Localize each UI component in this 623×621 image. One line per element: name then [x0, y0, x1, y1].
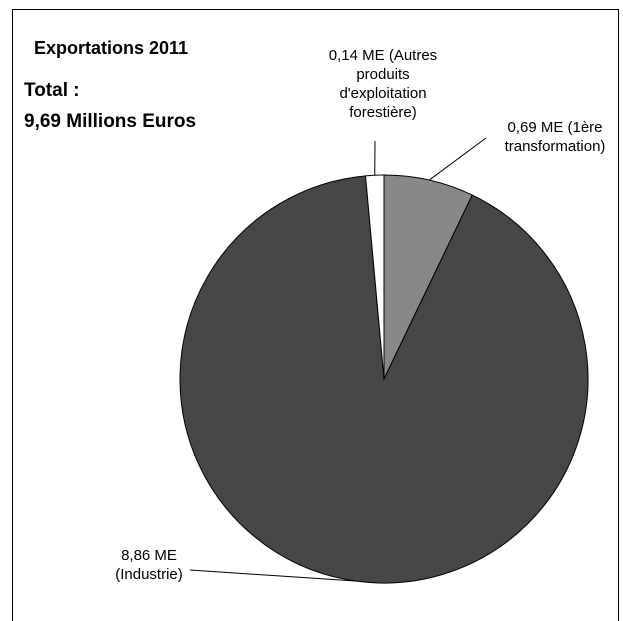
slice-label-industrie-line-2: (Industrie)	[115, 566, 183, 583]
chart-frame	[12, 9, 619, 621]
slice-label-industrie: 8,86 ME (Industrie)	[54, 546, 244, 584]
leader-line-premiere	[428, 137, 487, 181]
leader-line-industrie	[189, 569, 356, 582]
slice-label-industrie-line-1: 8,86 ME	[121, 547, 177, 564]
slice-label-autres-line-1: 0,14 ME (Autres	[328, 47, 438, 64]
total-label: Total :	[24, 80, 80, 101]
slice-label-premiere-line-2: transformation)	[504, 138, 606, 155]
slice-label-premiere-transformation: 0,69 ME (1ère transformation)	[460, 118, 623, 156]
slice-autres	[364, 174, 385, 380]
slice-label-autres-line-3: d'exploitation	[339, 85, 427, 102]
slice-industrie	[179, 175, 589, 584]
total-value: 9,69 Millions Euros	[24, 111, 197, 132]
slice-label-premiere-line-1: 0,69 ME (1ère	[507, 119, 603, 136]
chart-title: Exportations 2011	[34, 38, 189, 58]
slice-label-autres: 0,14 ME (Autres produits d'exploitation …	[288, 46, 478, 122]
slice-label-autres-line-2: produits	[356, 66, 410, 83]
slice-label-autres-line-4: forestière)	[349, 104, 417, 121]
